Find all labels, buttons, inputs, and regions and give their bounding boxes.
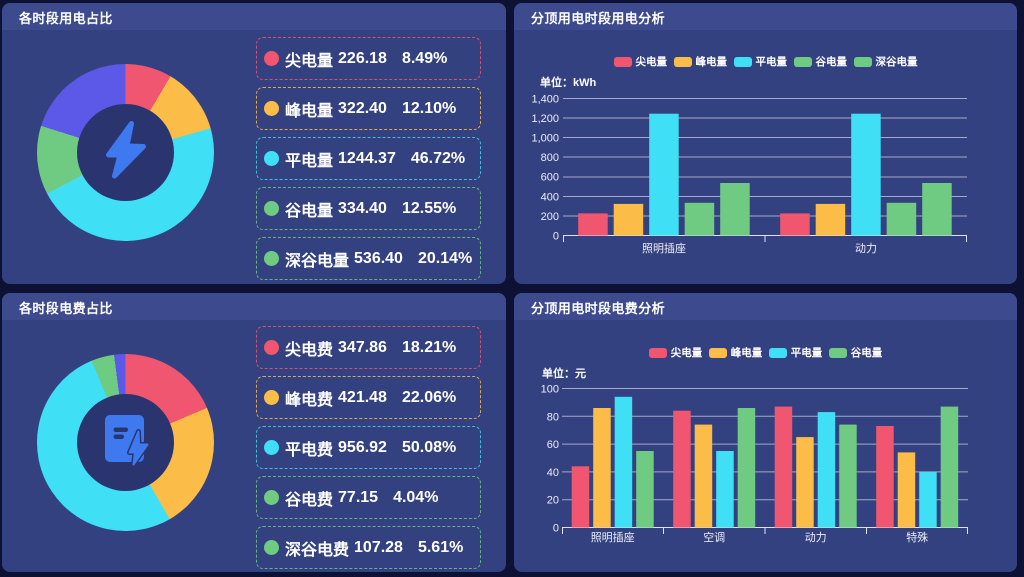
svg-text:动力: 动力 <box>805 531 827 544</box>
svg-text:照明插座: 照明插座 <box>591 530 635 544</box>
svg-text:单位：kWh: 单位：kWh <box>540 75 596 89</box>
svg-text:100: 100 <box>541 384 559 396</box>
svg-text:800: 800 <box>541 152 559 164</box>
svg-text:1,200: 1,200 <box>531 113 559 125</box>
svg-text:400: 400 <box>541 191 559 203</box>
svg-text:1,000: 1,000 <box>531 133 559 145</box>
svg-text:200: 200 <box>541 211 559 223</box>
svg-text:特殊: 特殊 <box>906 530 928 544</box>
svg-text:照明插座: 照明插座 <box>642 241 686 255</box>
svg-text:单位：元: 单位：元 <box>542 366 586 380</box>
svg-text:动力: 动力 <box>855 242 877 255</box>
svg-text:空调: 空调 <box>703 530 725 544</box>
svg-text:0: 0 <box>553 523 559 535</box>
svg-text:1,400: 1,400 <box>531 93 559 105</box>
svg-text:60: 60 <box>547 439 559 451</box>
svg-text:40: 40 <box>547 467 559 479</box>
svg-text:80: 80 <box>547 411 559 423</box>
svg-text:20: 20 <box>547 495 559 507</box>
svg-text:0: 0 <box>553 231 559 243</box>
svg-text:600: 600 <box>541 172 559 184</box>
